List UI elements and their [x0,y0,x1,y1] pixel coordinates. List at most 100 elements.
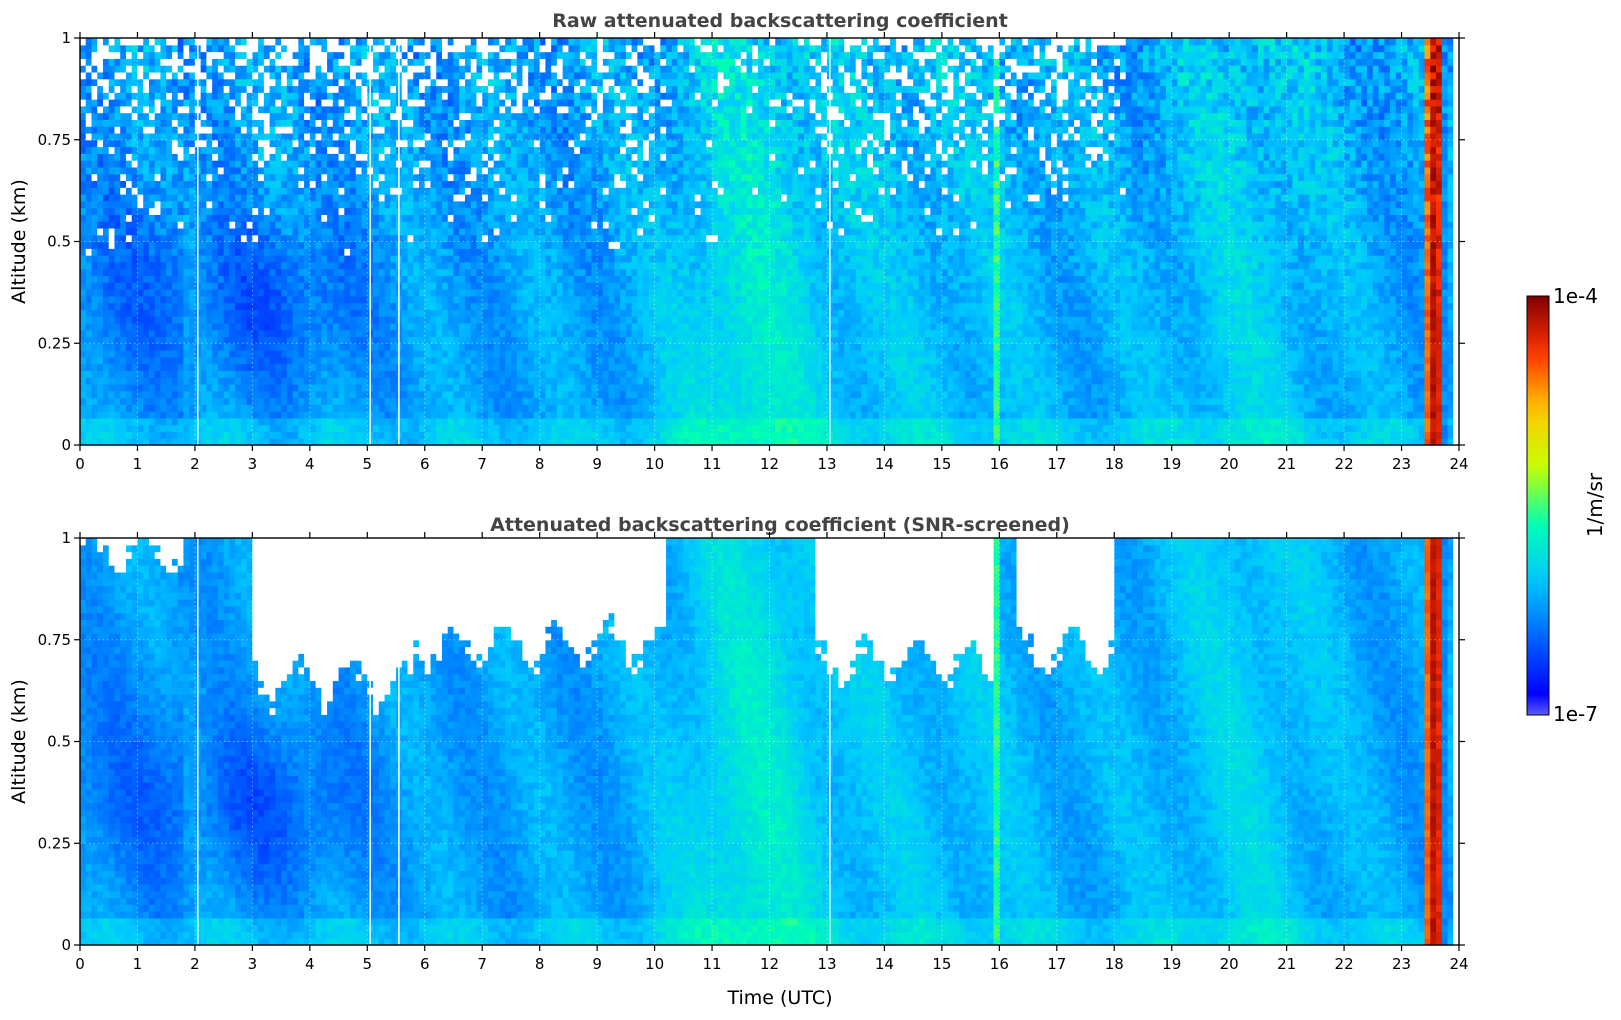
heatmap-cell [264,255,270,262]
heatmap-cell [350,58,356,65]
heatmap-cell [137,357,143,364]
heatmap-cell [333,411,339,418]
heatmap-cell [143,248,149,255]
heatmap-cell [91,187,97,194]
heatmap-cell [379,391,385,398]
heatmap-cell [80,133,86,140]
heatmap-cell [160,58,166,65]
heatmap-cell [103,85,109,92]
heatmap-cell [408,106,414,113]
heatmap-cell [218,303,224,310]
heatmap-cell [310,65,316,72]
heatmap-cell [390,289,396,296]
heatmap-cell [97,194,103,201]
heatmap-cell [281,418,287,425]
heatmap-cell [252,133,258,140]
heatmap-cell [114,336,120,343]
heatmap-cell [344,201,350,208]
heatmap-cell [281,343,287,350]
heatmap-cell [293,119,299,126]
heatmap-cell [229,214,235,221]
heatmap-cell [321,187,327,194]
heatmap-cell [241,303,247,310]
heatmap-cell [408,133,414,140]
heatmap-cell [281,187,287,194]
heatmap-cell [166,255,172,262]
heatmap-cell [275,140,281,147]
heatmap-cell [379,208,385,215]
heatmap-cell [373,119,379,126]
heatmap-cell [235,85,241,92]
heatmap-cell [126,248,132,255]
heatmap-cell [270,79,276,86]
heatmap-cell [390,282,396,289]
heatmap-cell [160,343,166,350]
heatmap-cell [293,92,299,99]
heatmap-cell [379,85,385,92]
heatmap-cell [408,303,414,310]
heatmap-cell [408,92,414,99]
heatmap-cell [304,72,310,79]
heatmap-cell [201,194,207,201]
heatmap-cell [103,126,109,133]
heatmap-cell [166,303,172,310]
heatmap-cell [103,221,109,228]
heatmap-cell [80,99,86,106]
heatmap-cell [408,201,414,208]
heatmap-cell [408,140,414,147]
heatmap-cell [137,309,143,316]
heatmap-cell [275,316,281,323]
heatmap-cell [425,52,431,59]
heatmap-cell [252,391,258,398]
heatmap-cell [413,391,419,398]
heatmap-cell [172,99,178,106]
heatmap-cell [143,167,149,174]
heatmap-cell [183,85,189,92]
heatmap-cell [310,282,316,289]
heatmap-cell [143,194,149,201]
heatmap-cell [120,201,126,208]
heatmap-cell [379,425,385,432]
heatmap-cell [350,79,356,86]
heatmap-cell [114,262,120,269]
heatmap-cell [385,418,391,425]
heatmap-cell [143,269,149,276]
heatmap-cell [310,309,316,316]
heatmap-cell [109,275,115,282]
heatmap-cell [183,38,189,45]
heatmap-cell [126,357,132,364]
heatmap-cell [350,214,356,221]
heatmap-cell [344,38,350,45]
heatmap-cell [344,58,350,65]
heatmap-cell [109,269,115,276]
heatmap-cell [413,343,419,350]
heatmap-cell [316,262,322,269]
heatmap-cell [287,398,293,405]
heatmap-cell [270,411,276,418]
heatmap-cell [137,187,143,194]
heatmap-cell [132,147,138,154]
heatmap-cell [339,58,345,65]
heatmap-cell [287,153,293,160]
heatmap-cell [350,208,356,215]
heatmap-cell [149,316,155,323]
heatmap-cell [390,425,396,432]
heatmap-cell [241,113,247,120]
heatmap-cell [402,180,408,187]
heatmap-cell [431,431,437,438]
heatmap-cell [224,255,230,262]
heatmap-cell [183,133,189,140]
heatmap-cell [408,370,414,377]
heatmap-cell [224,38,230,45]
heatmap-cell [258,92,264,99]
heatmap-cell [114,228,120,235]
heatmap-cell [241,174,247,181]
heatmap-cell [356,330,362,337]
heatmap-cell [408,316,414,323]
heatmap-cell [316,316,322,323]
heatmap-cell [229,269,235,276]
heatmap-cell [316,194,322,201]
heatmap-cell [86,58,92,65]
heatmap-cell [178,303,184,310]
heatmap-cell [224,65,230,72]
